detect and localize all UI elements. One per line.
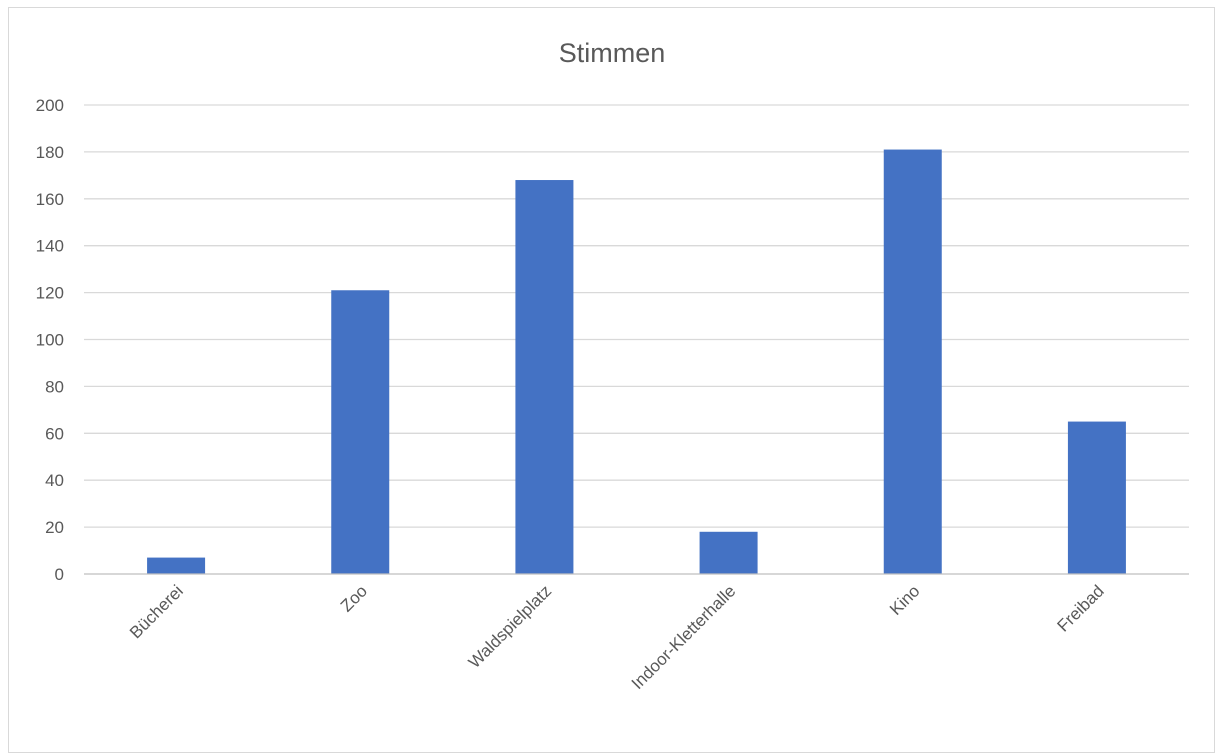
x-category-label: Waldspielplatz (465, 581, 555, 671)
y-axis-ticks: 0 20 40 60 80 100 120 140 160 180 200 (36, 96, 64, 584)
x-category-label: Freibad (1054, 581, 1108, 635)
y-tick-label: 20 (45, 518, 64, 537)
bars (147, 149, 1126, 575)
y-tick-label: 80 (45, 377, 64, 396)
x-category-label: Kino (886, 581, 923, 618)
x-category-label: Zoo (337, 581, 371, 615)
y-tick-label: 60 (45, 424, 64, 443)
chart-title: Stimmen (559, 38, 666, 68)
x-axis-labels: Bücherei Zoo Waldspielplatz Indoor-Kletterh… (126, 581, 1108, 693)
y-tick-label: 200 (36, 96, 64, 115)
y-tick-label: 0 (55, 565, 64, 584)
bar (1067, 421, 1126, 574)
bar (515, 180, 574, 575)
y-tick-label: 120 (36, 284, 64, 303)
y-tick-label: 40 (45, 471, 64, 490)
y-tick-label: 100 (36, 331, 64, 350)
bar (331, 290, 390, 574)
x-category-label: Bücherei (126, 581, 187, 642)
gridlines (84, 104, 1189, 528)
bar (147, 557, 206, 574)
y-tick-label: 160 (36, 190, 64, 209)
x-category-label: Indoor-Kletterhalle (628, 581, 740, 693)
chart-frame (8, 7, 1215, 753)
bar (883, 149, 942, 574)
y-tick-label: 180 (36, 143, 64, 162)
bar (699, 531, 758, 574)
y-tick-label: 140 (36, 237, 64, 256)
